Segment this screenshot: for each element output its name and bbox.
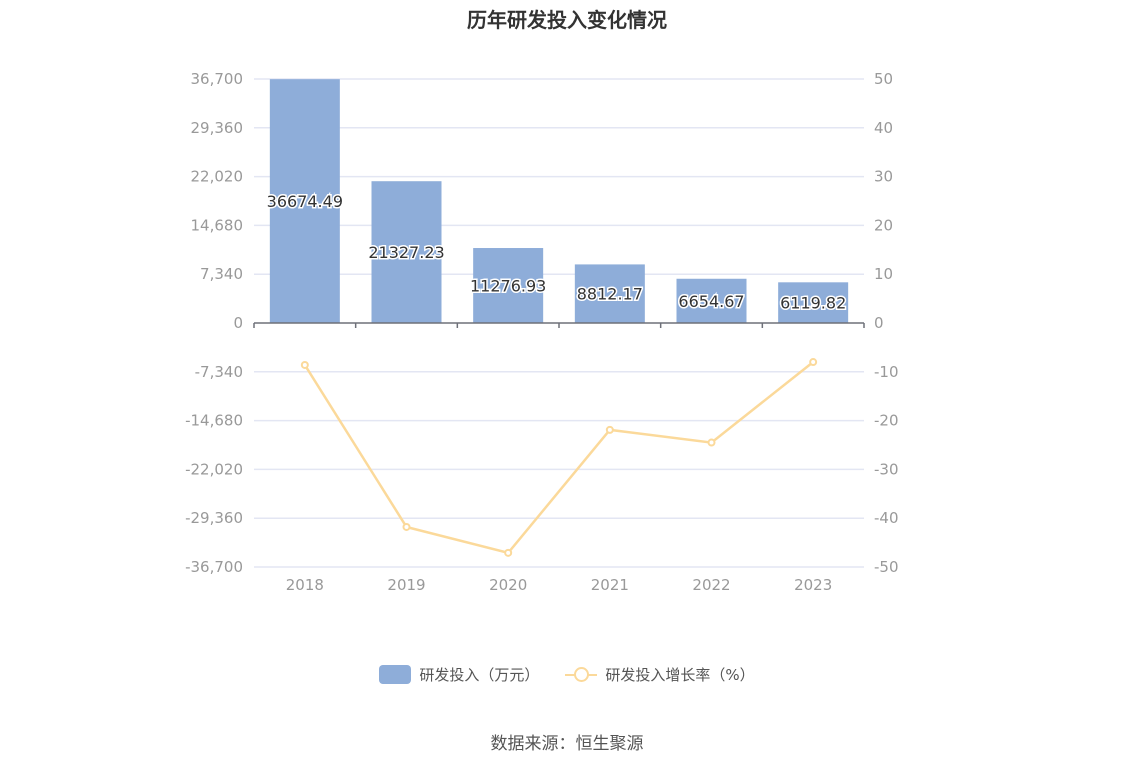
left-tick-label: -7,340: [195, 363, 243, 381]
left-tick-label: -22,020: [185, 460, 243, 478]
right-tick-label: -20: [874, 412, 899, 430]
left-tick-label: 36,700: [191, 70, 244, 88]
zero-baseline: [253, 322, 865, 328]
right-tick-label: 20: [874, 216, 893, 234]
x-tick-label: 2023: [794, 576, 832, 594]
left-tick-label: 7,340: [200, 265, 243, 283]
x-tick-label: 2021: [591, 576, 629, 594]
x-tick-label: 2018: [286, 576, 324, 594]
left-tick-label: 29,360: [191, 119, 244, 137]
data-source-note: 数据来源：恒生聚源: [490, 734, 644, 754]
growth-point-2020[interactable]: [504, 548, 513, 557]
left-tick-label: 0: [233, 314, 243, 332]
legend: 研发投入（万元） 研发投入增长率（%）: [0, 664, 1134, 685]
chart-title: 历年研发投入变化情况: [467, 8, 667, 32]
line-series: [300, 358, 818, 557]
bar-value-label: 21327.23: [368, 243, 444, 262]
left-tick-label: -14,680: [185, 412, 243, 430]
growth-point-2023[interactable]: [809, 358, 818, 367]
bar-value-label: 8812.17: [577, 285, 643, 304]
legend-item-growth-rate[interactable]: 研发投入增长率（%）: [565, 664, 755, 685]
right-axis: 50 40 30 20 10 0 -10 -20 -30 -40 -50: [874, 70, 899, 576]
x-tick-label: 2020: [489, 576, 527, 594]
legend-label-growth-rate: 研发投入增长率（%）: [605, 666, 755, 684]
x-axis: 2018 2019 2020 2021 2022 2023: [286, 576, 833, 594]
x-tick-label: 2019: [387, 576, 425, 594]
right-tick-label: -10: [874, 363, 899, 381]
bar-value-label: 36674.49: [267, 192, 343, 211]
legend-line-swatch-icon: [565, 665, 598, 684]
left-axis: 36,700 29,360 22,020 14,680 7,340 0 -7,340 -14,…: [185, 70, 243, 576]
legend-bar-swatch-icon: [379, 665, 412, 684]
growth-point-2018[interactable]: [300, 360, 309, 369]
bar-value-label: 6654.67: [678, 292, 744, 311]
bar-2018[interactable]: [269, 79, 340, 323]
bar-2023[interactable]: [778, 282, 849, 323]
bar-value-label: 6119.82: [780, 294, 846, 313]
x-tick-label: 2022: [692, 576, 730, 594]
legend-item-rd-investment[interactable]: 研发投入（万元）: [379, 664, 539, 685]
legend-label-rd-investment: 研发投入（万元）: [419, 666, 540, 684]
growth-point-2022[interactable]: [707, 438, 716, 447]
left-tick-label: 14,680: [191, 216, 244, 234]
grid-lines: [254, 78, 864, 568]
right-tick-label: 10: [874, 265, 893, 283]
bar-series: [269, 79, 849, 323]
bar-2019[interactable]: [371, 181, 442, 323]
growth-point-2021[interactable]: [605, 425, 614, 434]
bar-value-label: 11276.93: [470, 277, 546, 296]
growth-rate-line: [303, 361, 814, 555]
growth-point-2019[interactable]: [402, 522, 411, 531]
right-tick-label: 50: [874, 70, 893, 88]
bar-2022[interactable]: [676, 278, 747, 323]
left-tick-label: -36,700: [185, 558, 243, 576]
right-tick-label: 30: [874, 168, 893, 186]
bar-2021[interactable]: [574, 264, 645, 323]
right-tick-label: -50: [874, 558, 899, 576]
right-tick-label: -30: [874, 460, 899, 478]
bar-data-labels: 36674.49 21327.23 11276.93 8812.17 6654.67 61…: [265, 191, 848, 315]
right-tick-label: 40: [874, 119, 893, 137]
right-tick-label: 0: [874, 314, 884, 332]
left-tick-label: 22,020: [191, 168, 244, 186]
bar-2020[interactable]: [473, 248, 544, 323]
left-tick-label: -29,360: [185, 509, 243, 527]
right-tick-label: -40: [874, 509, 899, 527]
